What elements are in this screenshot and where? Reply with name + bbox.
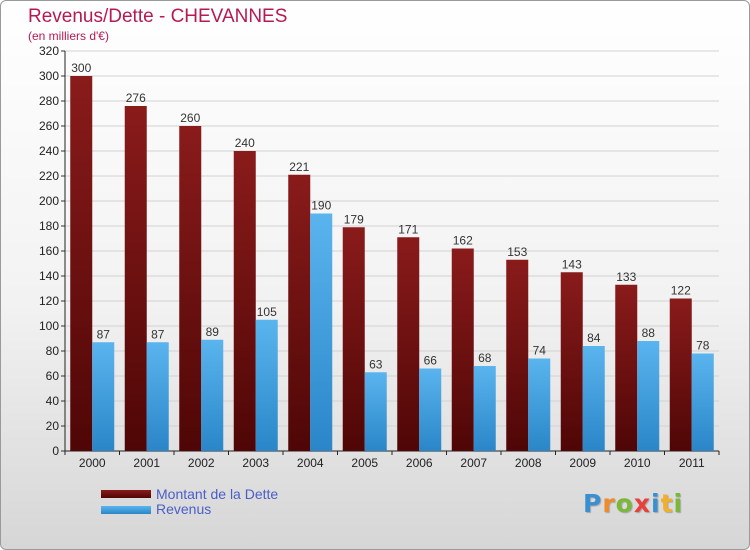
y-tick-label: 300 bbox=[39, 69, 59, 83]
data-label-revenus: 74 bbox=[533, 344, 547, 358]
logo-letter: x bbox=[633, 489, 651, 518]
grid-lines bbox=[65, 50, 719, 452]
bar-dette bbox=[179, 126, 202, 451]
data-label-revenus: 78 bbox=[696, 339, 710, 353]
x-tick-label: 2008 bbox=[515, 456, 542, 470]
bar-revenus bbox=[419, 368, 442, 451]
x-tick-label: 2000 bbox=[79, 456, 106, 470]
data-label-dette: 300 bbox=[71, 61, 91, 75]
data-label-dette: 276 bbox=[126, 91, 146, 105]
logo-letter: r bbox=[602, 489, 616, 518]
bar-revenus bbox=[255, 319, 278, 451]
x-tick-label: 2009 bbox=[569, 456, 596, 470]
x-tick-label: 2005 bbox=[351, 456, 378, 470]
data-label-revenus: 68 bbox=[478, 351, 492, 365]
x-tick-label: 2006 bbox=[406, 456, 433, 470]
bar-dette bbox=[560, 272, 583, 451]
bars bbox=[70, 76, 714, 451]
x-tick-label: 2011 bbox=[679, 456, 705, 470]
data-label-revenus: 63 bbox=[369, 357, 383, 371]
legend-label-revenus: Revenus bbox=[156, 501, 212, 517]
data-label-dette: 153 bbox=[507, 245, 527, 259]
logo-letter: o bbox=[615, 489, 634, 518]
bar-revenus bbox=[637, 341, 660, 451]
y-tick-label: 260 bbox=[39, 119, 59, 133]
y-tick-label: 160 bbox=[39, 244, 59, 258]
data-label-dette: 162 bbox=[453, 234, 473, 248]
y-tick-label: 320 bbox=[39, 44, 59, 58]
logo-letter: i bbox=[673, 489, 684, 518]
x-tick-label: 2002 bbox=[188, 456, 215, 470]
x-tick-label: 2010 bbox=[624, 456, 651, 470]
axes: 0 20 40 60 80 100 120 140 160 180 200 220 240 260 280 3… bbox=[39, 44, 720, 470]
y-tick-label: 180 bbox=[39, 219, 59, 233]
y-tick-label: 240 bbox=[39, 144, 59, 158]
bar-revenus bbox=[691, 353, 714, 451]
data-label-revenus: 87 bbox=[97, 327, 111, 341]
bar-revenus bbox=[528, 358, 551, 451]
data-label-dette: 221 bbox=[289, 160, 309, 174]
x-tick-label: 2003 bbox=[242, 456, 269, 470]
y-tick-label: 280 bbox=[39, 94, 59, 108]
y-tick-label: 80 bbox=[46, 344, 60, 358]
logo-letter: P bbox=[583, 489, 603, 518]
data-label-dette: 122 bbox=[671, 284, 691, 298]
data-label-revenus: 66 bbox=[424, 354, 438, 368]
y-tick-label: 20 bbox=[46, 419, 60, 433]
y-tick-label: 60 bbox=[46, 369, 60, 383]
y-tick-label: 120 bbox=[39, 294, 59, 308]
data-label-dette: 143 bbox=[562, 257, 582, 271]
legend-swatch-revenus bbox=[101, 506, 151, 514]
bar-dette bbox=[669, 298, 692, 451]
bar-revenus bbox=[310, 213, 333, 451]
bar-dette bbox=[70, 76, 93, 451]
data-label-revenus: 84 bbox=[587, 331, 601, 345]
x-tick-label: 2004 bbox=[297, 456, 324, 470]
bar-revenus bbox=[201, 339, 224, 451]
y-tick-label: 140 bbox=[39, 269, 59, 283]
bar-dette bbox=[124, 106, 147, 451]
logo-letter: i bbox=[651, 489, 661, 518]
bar-dette bbox=[451, 248, 474, 451]
bar-revenus bbox=[582, 346, 605, 451]
data-label-dette: 260 bbox=[180, 111, 200, 125]
data-label-dette: 240 bbox=[235, 136, 255, 150]
bar-revenus bbox=[473, 366, 496, 451]
data-label-dette: 133 bbox=[616, 270, 636, 284]
bar-revenus bbox=[364, 372, 387, 451]
legend-label-dette: Montant de la Dette bbox=[156, 486, 279, 502]
bar-dette bbox=[506, 259, 529, 451]
proxiti-logo: Proxiti bbox=[583, 489, 683, 518]
bar-revenus bbox=[92, 342, 115, 451]
y-tick-label: 100 bbox=[39, 319, 59, 333]
data-label-dette: 171 bbox=[398, 222, 418, 236]
data-label-revenus: 87 bbox=[151, 327, 165, 341]
x-tick-label: 2007 bbox=[460, 456, 487, 470]
data-label-revenus: 88 bbox=[642, 326, 656, 340]
data-label-revenus: 89 bbox=[206, 325, 220, 339]
chart-title: Revenus/Dette - CHEVANNES bbox=[28, 6, 288, 27]
y-tick-label: 0 bbox=[52, 444, 59, 458]
x-tick-label: 2001 bbox=[133, 456, 160, 470]
y-tick-label: 220 bbox=[39, 169, 59, 183]
y-tick-label: 40 bbox=[46, 394, 60, 408]
logo-letter: t bbox=[660, 489, 674, 518]
bar-dette bbox=[233, 151, 256, 451]
data-label-dette: 179 bbox=[344, 212, 364, 226]
bar-revenus bbox=[146, 342, 169, 451]
bar-dette bbox=[615, 284, 638, 451]
bar-dette bbox=[342, 227, 365, 451]
y-tick-label: 200 bbox=[39, 194, 59, 208]
data-labels: 300 87 276 87 260 89 240 105 221 190 179 63 171 66 162… bbox=[71, 61, 710, 371]
data-label-revenus: 105 bbox=[257, 305, 277, 319]
legend-swatch-dette bbox=[101, 490, 151, 498]
bar-dette bbox=[397, 237, 420, 451]
data-label-revenus: 190 bbox=[311, 199, 331, 213]
bar-dette bbox=[288, 174, 311, 451]
chart-subtitle: (en milliers d'€) bbox=[28, 29, 109, 43]
